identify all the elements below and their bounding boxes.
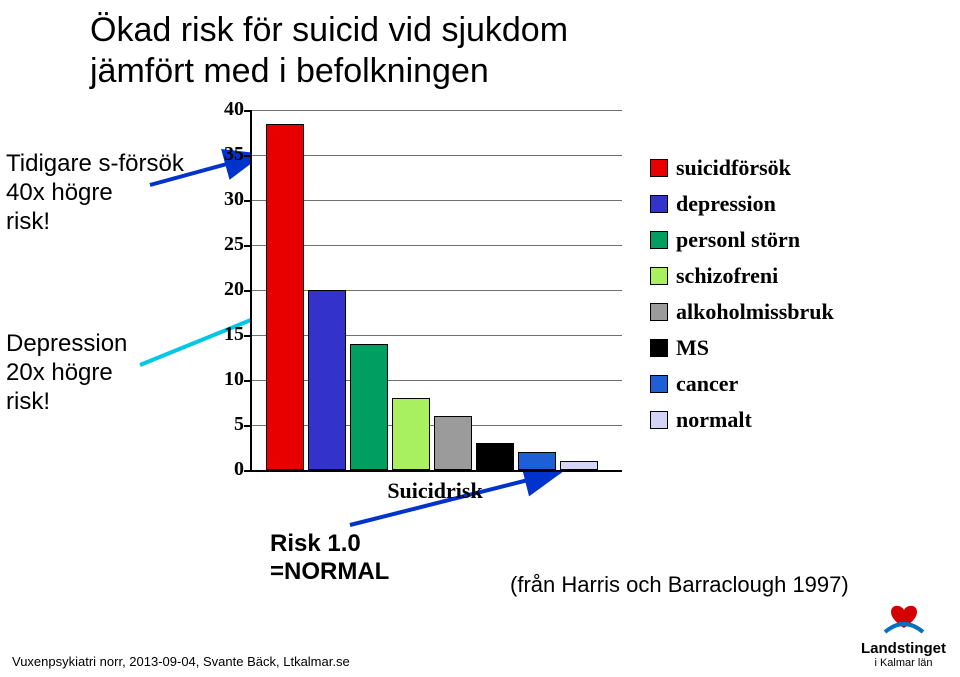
ytick-label: 0 — [210, 458, 244, 481]
legend-item: personl störn — [650, 227, 834, 253]
annot1-l2: 40x högre — [6, 179, 113, 206]
bar-personl-störn — [350, 344, 388, 470]
logo-text-2: i Kalmar län — [861, 657, 946, 669]
gridline — [252, 155, 622, 156]
ytick-label: 20 — [210, 278, 244, 301]
annot2-l1: Depression — [6, 330, 127, 357]
legend-item: normalt — [650, 407, 834, 433]
plot-area — [250, 110, 622, 472]
page-title: Ökad risk för suicid vid sjukdom jämfört… — [90, 10, 568, 92]
bar-cancer — [518, 452, 556, 470]
legend-label: MS — [676, 335, 709, 361]
bar-chart: 0510152025303540 Suicidrisk — [210, 110, 630, 505]
legend-swatch — [650, 411, 668, 429]
ytick-label: 30 — [210, 188, 244, 211]
legend-swatch — [650, 303, 668, 321]
legend-label: schizofreni — [676, 263, 778, 289]
legend-label: suicidförsök — [676, 155, 791, 181]
gridline — [252, 200, 622, 201]
ytick-label: 5 — [210, 413, 244, 436]
title-line1: Ökad risk för suicid vid sjukdom — [90, 11, 568, 49]
annot2-l2: 20x högre — [6, 359, 113, 386]
logo-icon — [881, 602, 927, 638]
legend-swatch — [650, 339, 668, 357]
logo-text-1: Landstinget — [861, 640, 946, 657]
gridline — [252, 245, 622, 246]
annotation-depression: Depression 20x högre risk! — [6, 330, 127, 416]
normal-risk-label: Risk 1.0 =NORMAL — [270, 530, 389, 585]
legend-swatch — [650, 231, 668, 249]
annotation-prior-attempt: Tidigare s-försök 40x högre risk! — [6, 150, 184, 236]
bar-depression — [308, 290, 346, 470]
legend-item: schizofreni — [650, 263, 834, 289]
bar-schizofreni — [392, 398, 430, 470]
gridline — [252, 110, 622, 111]
legend-item: alkoholmissbruk — [650, 299, 834, 325]
legend-item: depression — [650, 191, 834, 217]
bar-normalt — [560, 461, 598, 470]
under-l2: =NORMAL — [270, 558, 389, 585]
legend-label: personl störn — [676, 227, 800, 253]
ytick-label: 35 — [210, 143, 244, 166]
legend-label: alkoholmissbruk — [676, 299, 834, 325]
legend-swatch — [650, 375, 668, 393]
legend-label: normalt — [676, 407, 752, 433]
legend-label: cancer — [676, 371, 738, 397]
legend-item: cancer — [650, 371, 834, 397]
legend-label: depression — [676, 191, 776, 217]
title-line2: jämfört med i befolkningen — [90, 52, 489, 90]
landstinget-logo: Landstinget i Kalmar län — [861, 602, 946, 669]
ytick-label: 25 — [210, 233, 244, 256]
ytick-label: 10 — [210, 368, 244, 391]
bar-alkoholmissbruk — [434, 416, 472, 470]
legend-swatch — [650, 159, 668, 177]
legend: suicidförsök depression personl störn schiz… — [650, 155, 834, 443]
citation: (från Harris och Barraclough 1997) — [510, 572, 849, 598]
x-axis-label: Suicidrisk — [250, 478, 620, 504]
annot1-l1: Tidigare s-försök — [6, 150, 184, 177]
legend-swatch — [650, 267, 668, 285]
footer-text: Vuxenpsykiatri norr, 2013-09-04, Svante … — [12, 654, 350, 669]
annot2-l3: risk! — [6, 388, 50, 415]
ytick-label: 40 — [210, 98, 244, 121]
legend-swatch — [650, 195, 668, 213]
ytick-label: 15 — [210, 323, 244, 346]
legend-item: MS — [650, 335, 834, 361]
annot1-l3: risk! — [6, 208, 50, 235]
bar-MS — [476, 443, 514, 470]
under-l1: Risk 1.0 — [270, 530, 361, 557]
legend-item: suicidförsök — [650, 155, 834, 181]
bar-suicidförsök — [266, 124, 304, 471]
